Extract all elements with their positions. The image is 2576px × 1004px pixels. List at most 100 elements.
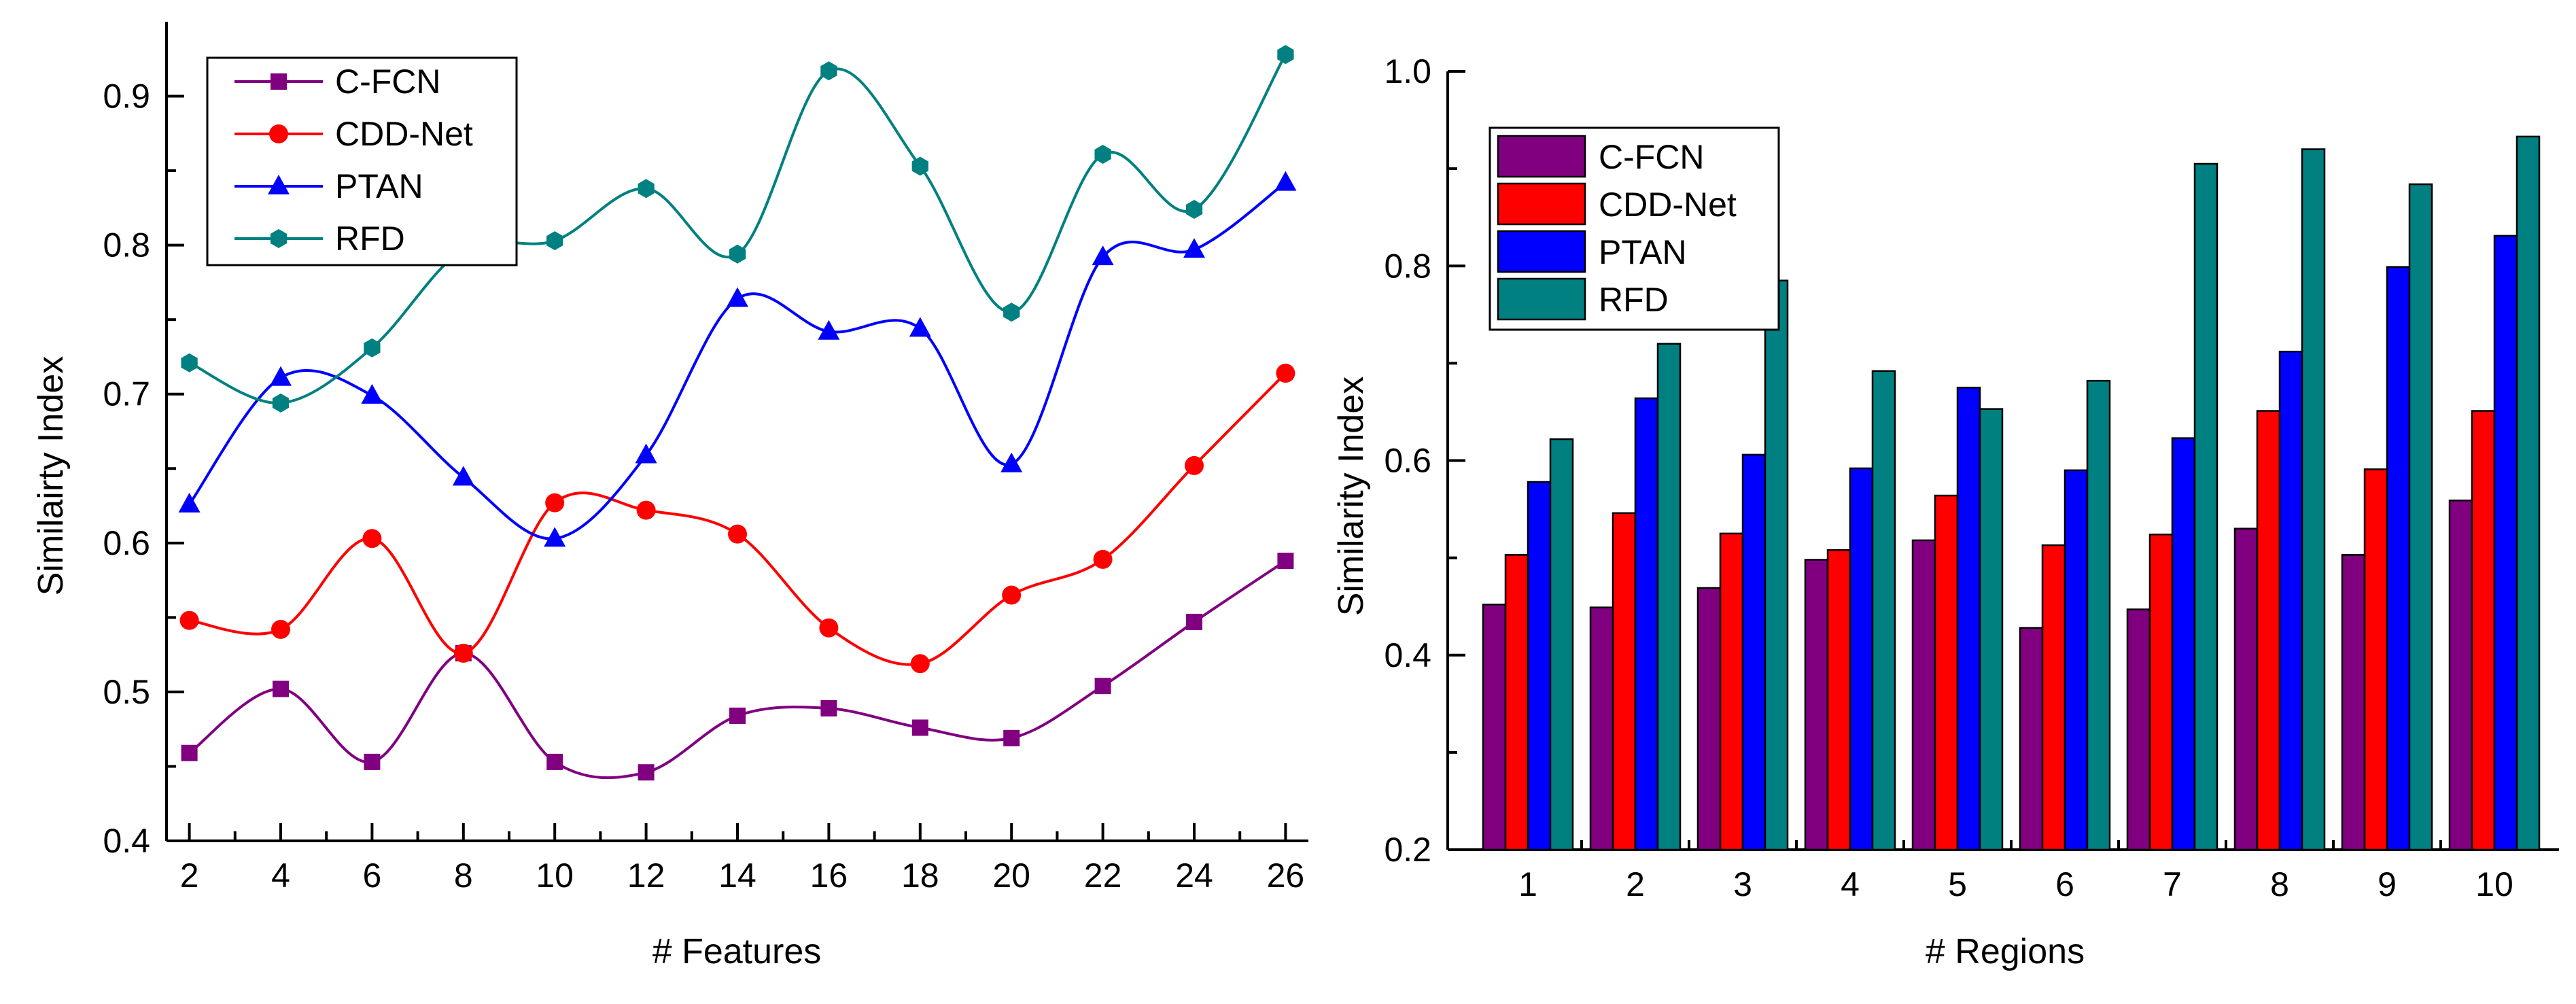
x-tick-label: 20 — [992, 856, 1030, 895]
bar-ptan-region-9 — [2386, 266, 2411, 851]
point-rfd-14 — [729, 244, 746, 264]
point-rfd-4 — [272, 393, 290, 413]
point-cdd-net-8 — [453, 643, 473, 663]
x-tick-label: 6 — [362, 856, 381, 895]
y-tick-label: 0.2 — [1384, 831, 1431, 869]
x-tick-label: 9 — [2378, 865, 2397, 903]
point-ptan-6 — [361, 383, 383, 404]
legend-label-ptan: PTAN — [335, 167, 423, 205]
y-tick-label: 0.8 — [1384, 247, 1431, 285]
point-c-fcn-26 — [1277, 553, 1294, 570]
point-ptan-26 — [1274, 171, 1297, 191]
legend-label-c-fcn: C-FCN — [335, 63, 441, 101]
y-tick-label: 0.9 — [103, 77, 150, 116]
point-rfd-22 — [1094, 144, 1111, 164]
bar-rfd-region-4 — [1871, 370, 1896, 851]
point-ptan-8 — [452, 466, 474, 486]
line-chart-y-axis-title: Similairty Index — [31, 356, 71, 596]
bar-cdd-net-region-6 — [2041, 544, 2066, 851]
legend-label-c-fcn: C-FCN — [1599, 138, 1705, 176]
bar-chart-regions: 0.2 0.4 0.6 0.8 1.0 1 2 3 4 5 6 7 8 9 10 # Regions Sim… — [1331, 52, 2559, 971]
bar-ptan-region-3 — [1741, 453, 1766, 851]
legend-box — [206, 56, 518, 266]
bar-c-fcn-region-4 — [1804, 559, 1829, 851]
bar-c-fcn-region-1 — [1482, 604, 1507, 851]
point-rfd-2 — [181, 353, 198, 373]
line-chart-x-axis-title: # Features — [652, 932, 822, 971]
bar-rfd-region-10 — [2516, 135, 2541, 851]
point-cdd-net-6 — [362, 529, 382, 549]
point-ptan-12 — [635, 443, 657, 464]
point-ptan-16 — [818, 319, 840, 340]
series-line-cdd-net — [189, 372, 1287, 666]
point-rfd-12 — [638, 179, 655, 198]
x-tick-label: 8 — [2270, 865, 2289, 903]
point-cdd-net-2 — [179, 610, 199, 630]
bar-ptan-region-10 — [2493, 235, 2518, 851]
x-tick-label: 10 — [2475, 865, 2513, 903]
point-cdd-net-4 — [271, 619, 290, 639]
point-rfd-20 — [1003, 302, 1020, 322]
point-c-fcn-2 — [181, 744, 198, 761]
line-chart-markers — [178, 45, 1297, 781]
point-rfd-10 — [546, 231, 563, 251]
line-chart-tick-labels: 0.40.50.60.70.80.92 4 6 8 10 12 14 16 18 20 22 24 26 — [103, 77, 1304, 895]
line-chart-axes — [165, 22, 1308, 842]
x-tick-label: 7 — [2163, 865, 2182, 903]
point-c-fcn-24 — [1186, 613, 1202, 630]
point-rfd-6 — [364, 338, 381, 358]
bar-c-fcn-region-6 — [2019, 627, 2044, 851]
bar-cdd-net-region-7 — [2148, 534, 2174, 851]
legend-swatch-rfd — [1497, 277, 1586, 321]
y-tick-label: 1.0 — [1384, 52, 1431, 90]
bar-rfd-region-5 — [1979, 408, 2004, 851]
bar-ptan-region-2 — [1634, 397, 1659, 851]
point-c-fcn-12 — [638, 764, 655, 781]
bar-c-fcn-region-10 — [2448, 499, 2473, 851]
bar-cdd-net-region-10 — [2471, 410, 2496, 851]
point-ptan-20 — [1000, 452, 1023, 472]
bar-c-fcn-region-2 — [1589, 606, 1614, 851]
point-ptan-4 — [270, 366, 292, 386]
bar-rfd-region-1 — [1549, 438, 1574, 851]
legend-label-ptan: PTAN — [1599, 233, 1687, 271]
bar-c-fcn-region-8 — [2233, 527, 2259, 851]
y-tick-label: 0.8 — [103, 226, 150, 264]
bar-rfd-region-7 — [2193, 162, 2218, 851]
legend-swatch-ptan — [1497, 230, 1586, 273]
point-c-fcn-10 — [546, 753, 563, 770]
y-tick-label: 0.5 — [103, 673, 150, 711]
point-cdd-net-26 — [1276, 364, 1295, 383]
bar-cdd-net-region-9 — [2363, 468, 2388, 851]
bar-cdd-net-region-1 — [1504, 554, 1529, 851]
line-chart-legend: C-FCN CDD-Net PTAN RFD — [206, 56, 518, 266]
bar-chart-legend: C-FCN CDD-Net PTAN RFD — [1489, 126, 1780, 331]
bar-ptan-region-7 — [2171, 437, 2196, 851]
bar-cdd-net-region-8 — [2256, 410, 2281, 851]
point-c-fcn-4 — [273, 680, 289, 697]
bar-chart-bars — [1482, 135, 2541, 851]
bar-ptan-region-6 — [2064, 469, 2089, 851]
x-tick-label: 1 — [1518, 865, 1537, 903]
point-rfd-16 — [820, 61, 837, 81]
point-c-fcn-22 — [1094, 678, 1111, 695]
y-tick-label: 0.7 — [103, 375, 150, 413]
y-tick-label: 0.6 — [1384, 442, 1431, 480]
legend-label-rfd: RFD — [1599, 281, 1669, 319]
x-tick-label: 26 — [1267, 856, 1305, 895]
bar-c-fcn-region-9 — [2341, 554, 2366, 851]
bar-chart-tick-labels: 0.2 0.4 0.6 0.8 1.0 1 2 3 4 5 6 7 8 9 10 — [1384, 52, 2513, 903]
bar-rfd-region-8 — [2301, 148, 2326, 851]
x-tick-label: 22 — [1084, 856, 1122, 895]
bar-c-fcn-region-3 — [1696, 587, 1722, 851]
point-cdd-net-14 — [728, 524, 747, 544]
point-cdd-net-12 — [636, 500, 656, 520]
point-cdd-net-20 — [1002, 585, 1022, 605]
legend-marker-rfd — [270, 229, 288, 248]
bar-ptan-region-8 — [2278, 350, 2303, 851]
point-c-fcn-18 — [911, 719, 928, 736]
point-rfd-26 — [1277, 45, 1294, 65]
bar-ptan-region-4 — [1849, 467, 1874, 851]
bar-c-fcn-region-5 — [1911, 539, 1936, 851]
